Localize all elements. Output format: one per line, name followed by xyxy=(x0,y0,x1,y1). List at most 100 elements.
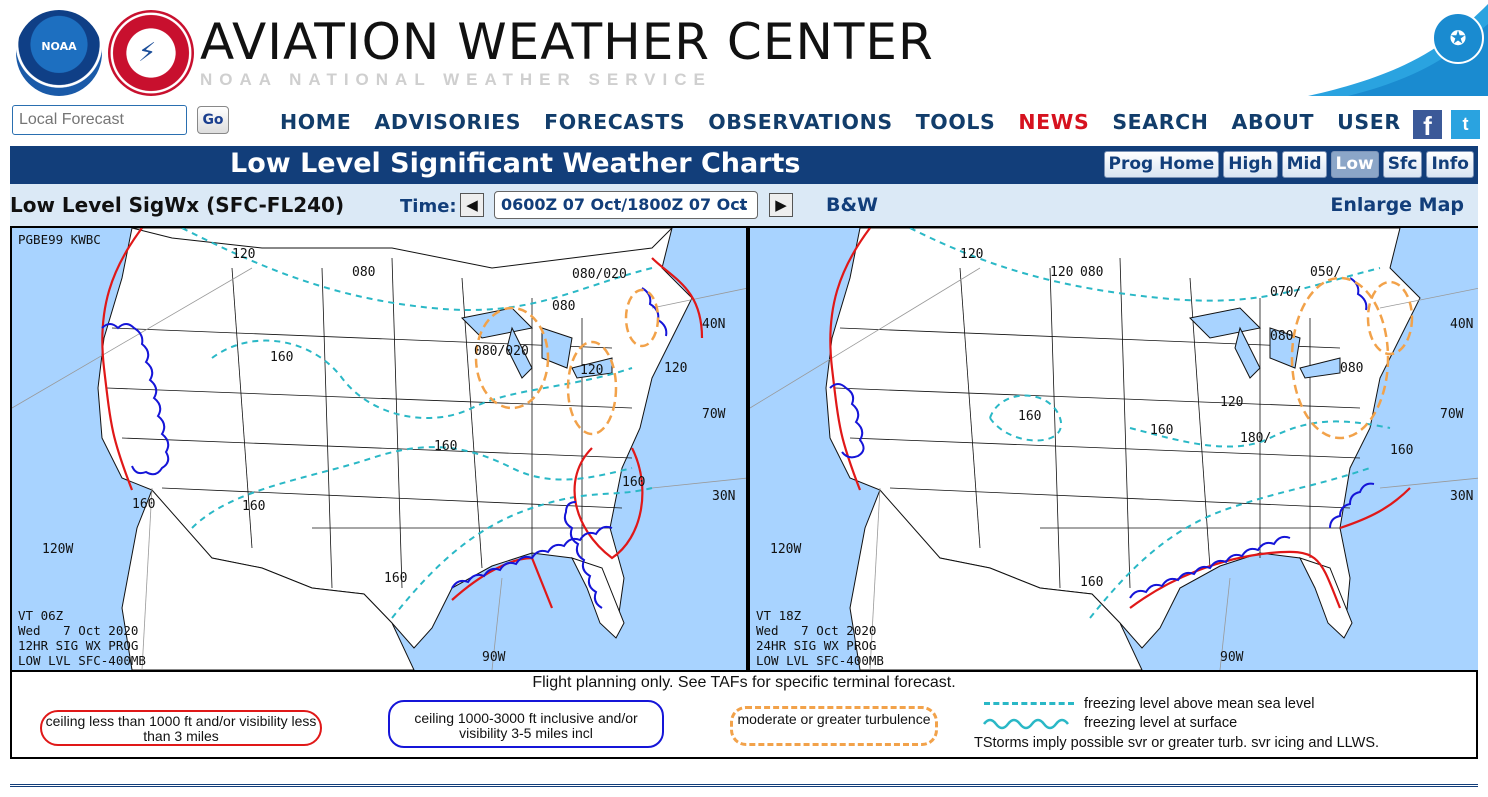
state-borders xyxy=(106,257,633,589)
time-select-value: 0600Z 07 Oct/1800Z 07 Oct xyxy=(501,195,748,214)
freezing-level-label: 160 xyxy=(270,350,293,365)
freezing-level-label: 080/020 xyxy=(474,344,529,359)
grid-coordinate-label: 120W xyxy=(770,542,801,557)
menu-forecasts[interactable]: FORECASTS xyxy=(544,110,686,134)
legend-mvfr: ceiling 1000-3000 ft inclusive and/or vi… xyxy=(388,700,664,748)
tab-sfc[interactable]: Sfc xyxy=(1382,151,1423,178)
local-forecast-input[interactable] xyxy=(12,105,187,135)
nws-logo[interactable]: ⚡ xyxy=(108,10,194,96)
chart-level-tabs: Prog Home High Mid Low Sfc Info xyxy=(1103,151,1474,178)
tab-low[interactable]: Low xyxy=(1330,151,1379,178)
legend-freezing-msl: freezing level above mean sea level xyxy=(1084,696,1315,712)
legend-turbulence: moderate or greater turbulence xyxy=(730,706,938,746)
product-name: Low Level SigWx (SFC-FL240) xyxy=(10,193,345,217)
main-navigation: Go HOME ADVISORIES FORECASTS OBSERVATION… xyxy=(0,100,1488,144)
menu-home[interactable]: HOME xyxy=(280,110,352,134)
freezing-level-label: 160 xyxy=(132,497,155,512)
site-title[interactable]: AVIATION WEATHER CENTER xyxy=(200,13,934,71)
dept-of-commerce-seal-icon[interactable]: ✪ xyxy=(1432,12,1484,64)
noaa-logo[interactable]: NOAA xyxy=(16,10,102,96)
facebook-icon[interactable]: f xyxy=(1413,110,1442,141)
grid-coordinate-label: 90W xyxy=(482,650,506,665)
grid-coordinate-label: 70W xyxy=(1440,407,1464,422)
freezing-level-label: 050/ xyxy=(1310,265,1341,280)
freezing-level-label: 160 xyxy=(434,439,457,454)
land-florida xyxy=(571,557,625,639)
freezing-level-label: 120 xyxy=(232,247,255,262)
chart-legend: Flight planning only. See TAFs for speci… xyxy=(12,670,1476,757)
freezing-level-label: 160 xyxy=(242,499,265,514)
freezing-level-label: 160 xyxy=(384,571,407,586)
go-button[interactable]: Go xyxy=(197,106,229,134)
map-24hr-graphic: 120 120 080 050/070/080 160 160 120 180/080 160 1… xyxy=(750,228,1478,670)
land-mexico xyxy=(849,489,1143,670)
tab-prog-home[interactable]: Prog Home xyxy=(1103,151,1220,178)
ifr-areas xyxy=(829,228,1411,609)
menu-bar: HOME ADVISORIES FORECASTS OBSERVATIONS T… xyxy=(280,110,1424,134)
tab-mid[interactable]: Mid xyxy=(1281,151,1327,178)
legend-freezing-sfc: freezing level at surface xyxy=(1084,715,1238,731)
twitter-icon[interactable]: t xyxy=(1451,110,1480,139)
freezing-level-label: 160 xyxy=(1018,409,1041,424)
land-canada xyxy=(131,228,673,269)
menu-observations[interactable]: OBSERVATIONS xyxy=(708,110,893,134)
freezing-level-label: 120 xyxy=(1050,265,1073,280)
site-header: NOAA ⚡ AVIATION WEATHER CENTER NOAA NATI… xyxy=(10,4,1488,96)
freezing-level-label: 120 xyxy=(1220,395,1243,410)
legend-note: Flight planning only. See TAFs for speci… xyxy=(532,674,956,691)
chart-header-code: PGBE99 KWBC xyxy=(18,232,101,247)
menu-advisories[interactable]: ADVISORIES xyxy=(374,110,522,134)
grid-coordinate-label: 40N xyxy=(702,317,725,332)
menu-tools[interactable]: TOOLS xyxy=(915,110,996,134)
grid-coordinate-label: 40N xyxy=(1450,317,1473,332)
freezing-level-label: 120 xyxy=(960,247,983,262)
freezing-level-lines xyxy=(181,228,653,619)
freezing-level-label: 120 xyxy=(580,363,603,378)
land-florida xyxy=(1299,557,1353,639)
land-mexico xyxy=(121,489,415,670)
menu-about[interactable]: ABOUT xyxy=(1231,110,1315,134)
lat-long-grid xyxy=(750,267,1478,670)
freezing-level-label: 160 xyxy=(1390,443,1413,458)
map-panel-12hr: 120 080 080/020 080 160 080/020 120 120 160 160 16… xyxy=(12,228,748,670)
freezing-level-label: 080 xyxy=(1340,361,1363,376)
menu-user[interactable]: USER xyxy=(1337,110,1401,134)
valid-time-block: VT 06Z Wed 7 Oct 2020 12HR SIG WX PROG LOW … xyxy=(18,608,146,668)
tab-high[interactable]: High xyxy=(1223,151,1278,178)
menu-search[interactable]: SEARCH xyxy=(1112,110,1209,134)
time-label: Time: xyxy=(400,196,457,217)
site-subtitle: NOAA NATIONAL WEATHER SERVICE xyxy=(200,70,712,89)
menu-news[interactable]: NEWS xyxy=(1018,110,1090,134)
great-lakes xyxy=(460,307,613,379)
legend-freezing-sfc-symbol xyxy=(983,718,1069,730)
legend-freezing-msl-symbol xyxy=(984,702,1074,705)
freezing-level-label: 080 xyxy=(1270,329,1293,344)
page-title: Low Level Significant Weather Charts xyxy=(230,148,801,179)
chart-control-bar: Low Level SigWx (SFC-FL240) Time: ◀ 0600… xyxy=(10,184,1478,226)
freezing-level-label: 080/020 xyxy=(572,267,627,282)
turbulence-areas xyxy=(474,288,660,436)
map-12hr-graphic: 120 080 080/020 080 160 080/020 120 120 160 160 16… xyxy=(12,228,746,670)
header-wave-graphic xyxy=(1308,4,1488,96)
next-time-button[interactable]: ▶ xyxy=(769,193,793,217)
tab-info[interactable]: Info xyxy=(1426,151,1474,178)
map-panel-24hr: 120 120 080 050/070/080 160 160 120 180/080 160 1… xyxy=(748,228,1478,670)
grid-coordinate-label: 90W xyxy=(1220,650,1244,665)
black-white-link[interactable]: B&W xyxy=(826,194,879,216)
freezing-level-label: 180/ xyxy=(1240,431,1271,446)
freezing-level-label: 070/ xyxy=(1270,285,1301,300)
previous-time-button[interactable]: ◀ xyxy=(460,193,484,217)
time-select[interactable]: 0600Z 07 Oct/1800Z 07 Oct ⌄ xyxy=(494,191,758,219)
grid-coordinate-label: 70W xyxy=(702,407,726,422)
grid-coordinate-label: 120W xyxy=(42,542,73,557)
freezing-level-label: 160 xyxy=(1150,423,1173,438)
legend-ifr: ceiling less than 1000 ft and/or visibil… xyxy=(40,710,322,746)
turbulence-areas xyxy=(1290,276,1414,440)
chevron-down-icon: ⌄ xyxy=(736,196,749,214)
legend-tstorms: TStorms imply possible svr or greater tu… xyxy=(974,735,1380,751)
title-bar: Low Level Significant Weather Charts Pro… xyxy=(10,146,1478,184)
grid-coordinate-label: 30N xyxy=(712,489,735,504)
freezing-level-label: 080 xyxy=(1080,265,1103,280)
freezing-level-label: 080 xyxy=(552,299,575,314)
enlarge-map-link[interactable]: Enlarge Map xyxy=(1330,194,1464,216)
